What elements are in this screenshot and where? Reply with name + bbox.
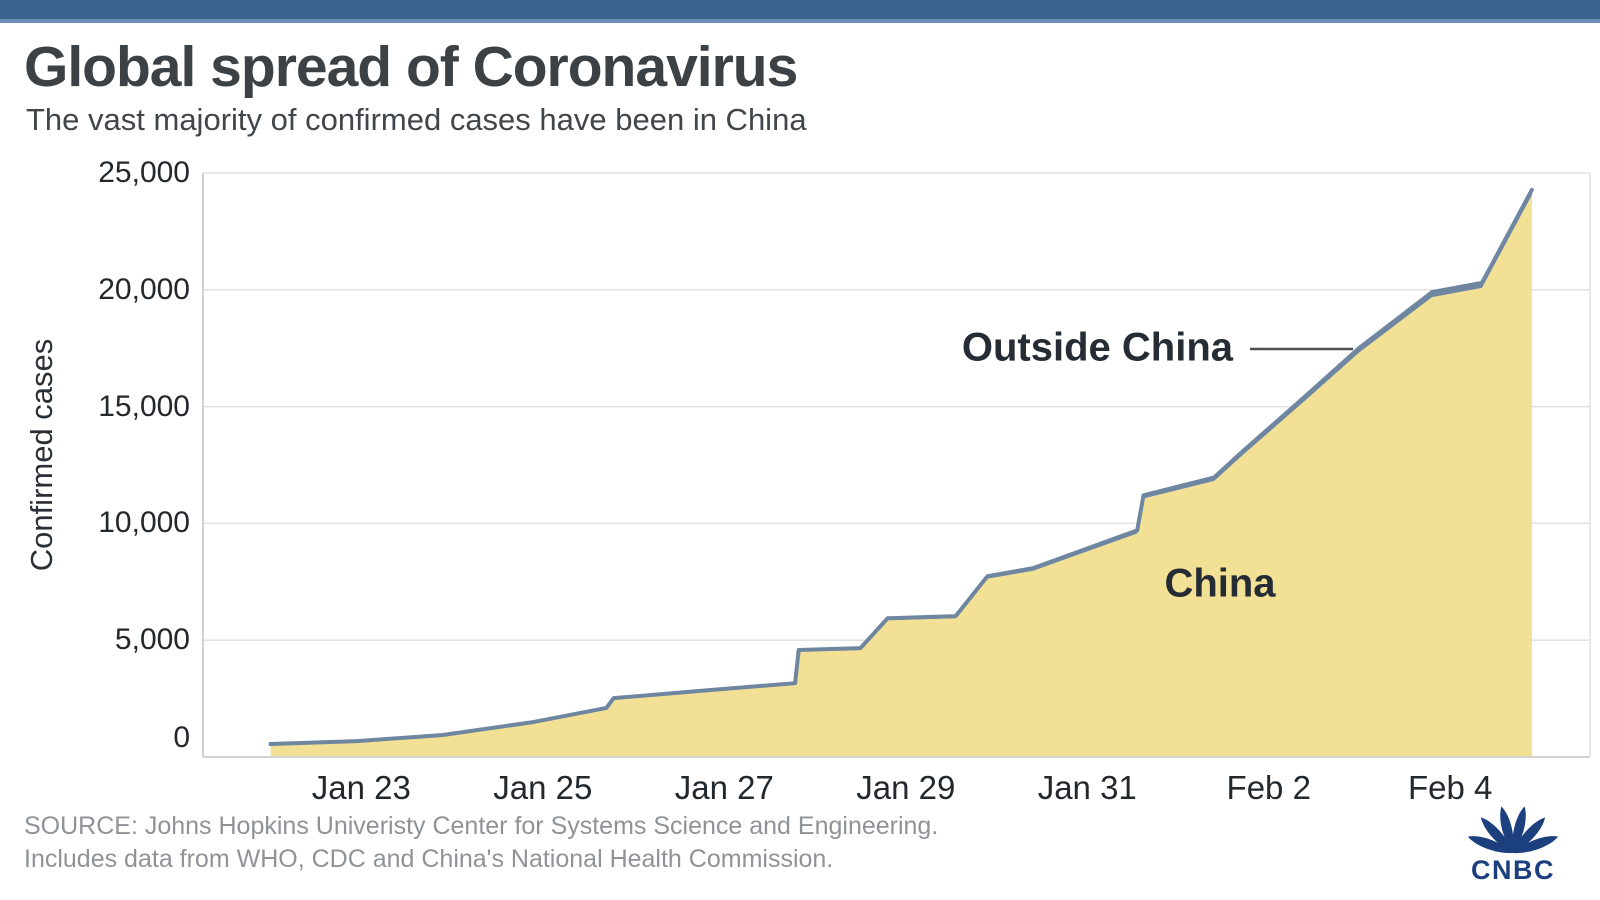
- y-tick-label: 25,000: [98, 156, 190, 189]
- y-tick-label: 0: [173, 721, 190, 754]
- source-attribution: SOURCE: Johns Hopkins Univeristy Center …: [24, 810, 938, 876]
- china-series-label: China: [1164, 561, 1276, 606]
- cnbc-wordmark: CNBC: [1471, 855, 1555, 885]
- peacock-icon: [1467, 806, 1559, 854]
- y-tick-label: 5,000: [114, 623, 190, 657]
- cnbc-logo: CNBC: [1467, 806, 1559, 885]
- outside-china-series-label: Outside China: [961, 325, 1233, 370]
- x-tick-label: Feb 2: [1226, 769, 1311, 806]
- y-tick-label: 10,000: [98, 506, 190, 540]
- source-line-1: SOURCE: Johns Hopkins Univeristy Center …: [24, 812, 939, 840]
- total-cases-line: [268, 187, 1534, 747]
- y-tick-label: 15,000: [98, 389, 190, 423]
- page-title: Global spread of Coronavirus: [24, 35, 798, 99]
- axes: [202, 173, 1591, 758]
- x-tick-label: Jan 27: [674, 769, 774, 806]
- x-tick-label: Jan 25: [493, 769, 593, 806]
- x-tick-label: Jan 23: [311, 769, 411, 806]
- x-tick-label: Feb 4: [1408, 769, 1493, 806]
- y-tick-label: 20,000: [98, 272, 190, 306]
- top-bar-accent: [0, 19, 1600, 23]
- x-tick-label: Jan 29: [856, 769, 956, 806]
- source-line-2: Includes data from WHO, CDC and China's …: [24, 845, 834, 873]
- china-area-series: [270, 195, 1532, 758]
- top-bar: [0, 0, 1600, 19]
- page-subtitle: The vast majority of confirmed cases hav…: [26, 102, 807, 137]
- x-tick-label: Jan 31: [1037, 769, 1137, 806]
